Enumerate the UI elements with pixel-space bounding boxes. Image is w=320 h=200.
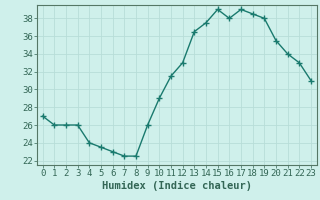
X-axis label: Humidex (Indice chaleur): Humidex (Indice chaleur) <box>102 181 252 191</box>
